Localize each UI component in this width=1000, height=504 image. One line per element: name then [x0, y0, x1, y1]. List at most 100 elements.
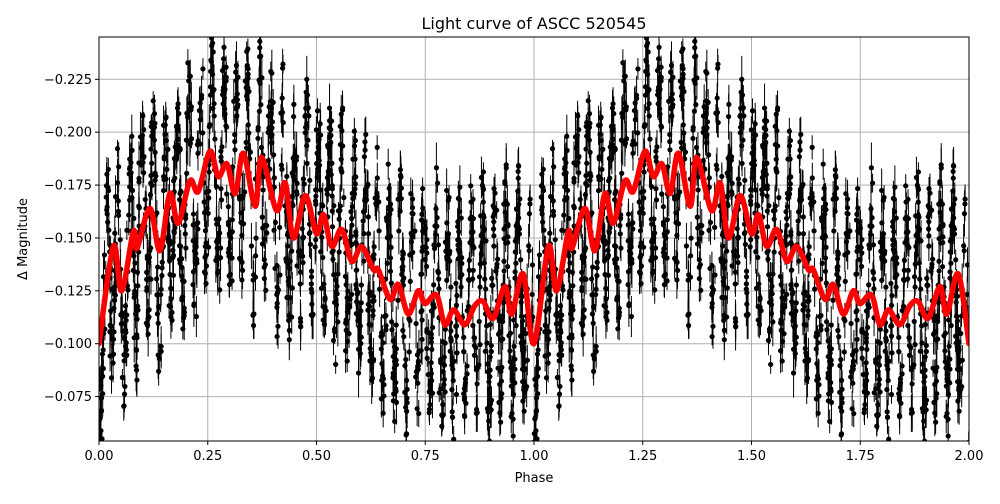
data-point [787, 143, 792, 148]
data-point [353, 229, 358, 234]
data-point [574, 162, 579, 167]
data-point [630, 142, 635, 147]
data-point [218, 186, 223, 191]
data-point [647, 136, 652, 141]
data-point [536, 274, 541, 279]
data-point [926, 233, 931, 238]
data-point [199, 93, 204, 98]
data-point [155, 264, 160, 269]
data-point [478, 213, 483, 218]
data-point [754, 286, 759, 291]
data-point [118, 312, 123, 317]
data-point [274, 292, 279, 297]
data-point [439, 412, 444, 417]
data-point [955, 294, 960, 299]
data-point [569, 317, 574, 322]
data-point [127, 171, 132, 176]
data-point [850, 352, 855, 357]
data-point [888, 281, 893, 286]
data-point [298, 281, 303, 286]
data-point [533, 415, 538, 420]
data-point [589, 276, 594, 281]
data-point [905, 323, 910, 328]
data-point [740, 138, 745, 143]
data-point [962, 248, 967, 253]
data-point [197, 108, 202, 113]
data-point [693, 54, 698, 59]
data-point [496, 332, 501, 337]
data-point [239, 233, 244, 238]
data-point [495, 257, 500, 262]
data-point [540, 185, 545, 190]
data-point [284, 174, 289, 179]
data-point [433, 206, 438, 211]
data-point [674, 258, 679, 263]
data-point [539, 172, 544, 177]
data-point [308, 242, 313, 247]
data-point [927, 191, 932, 196]
data-point [325, 175, 330, 180]
data-point [522, 409, 527, 414]
data-point [226, 220, 231, 225]
data-point [407, 349, 412, 354]
data-point [868, 206, 873, 211]
data-point [933, 420, 938, 425]
data-point [575, 133, 580, 138]
data-point [722, 328, 727, 333]
data-point [121, 404, 126, 409]
data-point [136, 176, 141, 181]
data-point [372, 244, 377, 249]
data-point [420, 229, 425, 234]
data-point [797, 154, 802, 159]
data-point [410, 250, 415, 255]
data-point [931, 332, 936, 337]
data-point [310, 313, 315, 318]
data-point [714, 110, 719, 115]
data-point [569, 377, 574, 382]
data-point [669, 95, 674, 100]
data-point [788, 229, 793, 234]
data-point [184, 171, 189, 176]
data-point [820, 261, 825, 266]
data-point [508, 365, 513, 370]
data-point [835, 328, 840, 333]
data-point [461, 335, 466, 340]
data-point [517, 196, 522, 201]
data-point [269, 71, 274, 76]
data-point [234, 114, 239, 119]
data-point [446, 198, 451, 203]
data-point [634, 93, 639, 98]
data-point [800, 182, 805, 187]
data-point [261, 187, 266, 192]
data-point [639, 263, 644, 268]
data-point [838, 405, 843, 410]
data-point [945, 372, 950, 377]
data-point [881, 198, 886, 203]
data-point [516, 225, 521, 230]
data-point [394, 322, 399, 327]
data-point [855, 229, 860, 234]
data-point [511, 317, 516, 322]
data-point [352, 129, 357, 134]
data-point [280, 66, 285, 71]
data-point [610, 128, 615, 133]
data-point [917, 261, 922, 266]
data-point [163, 122, 168, 127]
data-point [742, 178, 747, 183]
data-point [873, 386, 878, 391]
data-point [504, 162, 509, 167]
data-point [358, 308, 363, 313]
data-point [810, 175, 815, 180]
data-point [570, 307, 575, 312]
data-point [409, 233, 414, 238]
data-point [903, 183, 908, 188]
data-point [810, 145, 815, 150]
data-point [510, 372, 515, 377]
data-point [821, 162, 826, 167]
data-point [441, 382, 446, 387]
data-point [222, 106, 227, 111]
data-point [598, 122, 603, 127]
data-point [262, 276, 267, 281]
data-point [134, 377, 139, 382]
data-point [627, 238, 632, 243]
